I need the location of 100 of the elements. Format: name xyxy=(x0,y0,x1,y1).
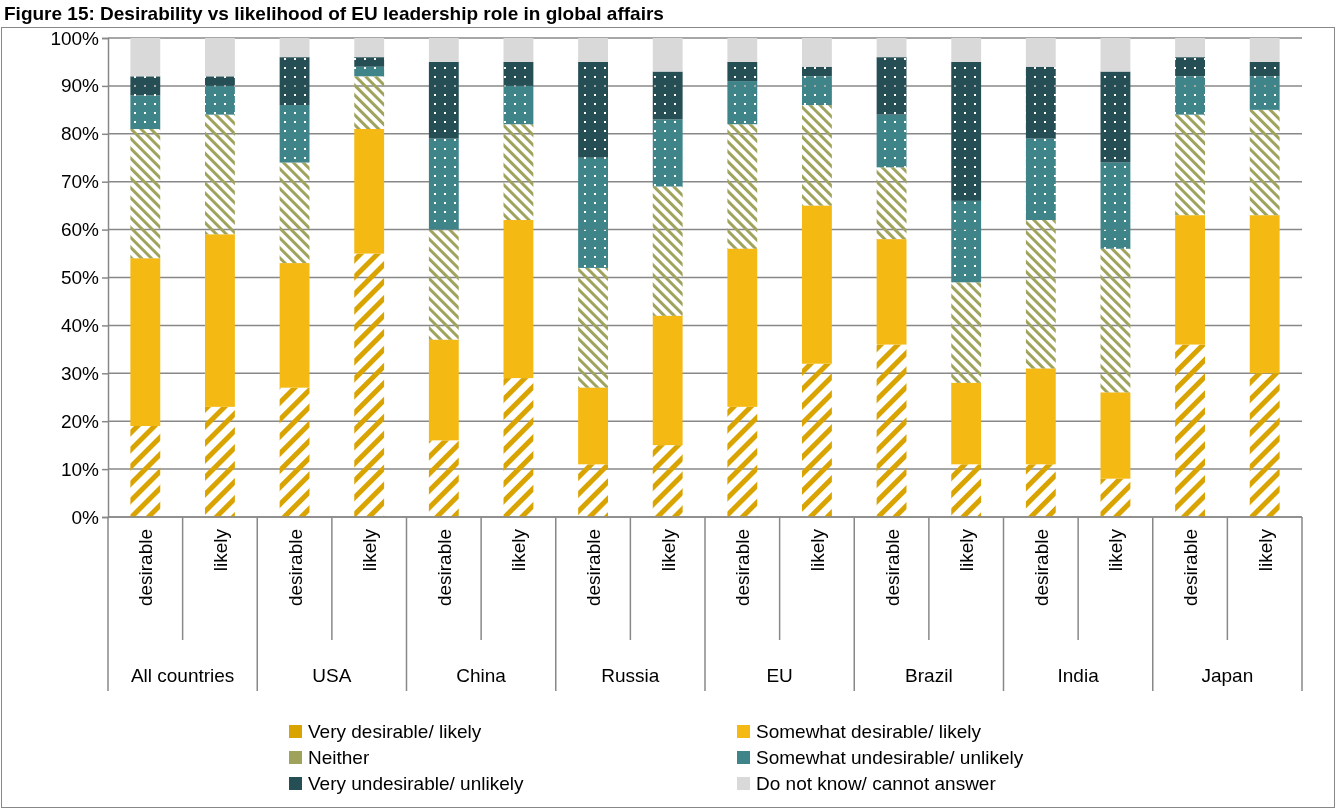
bar xyxy=(578,157,608,268)
bar xyxy=(951,200,982,283)
bar xyxy=(503,85,534,125)
bar xyxy=(1025,66,1056,139)
bar xyxy=(130,95,161,130)
bar xyxy=(578,61,608,158)
x-tick-label: desirable xyxy=(135,529,157,607)
bar xyxy=(503,61,534,86)
bar xyxy=(130,129,161,259)
bar xyxy=(652,315,683,446)
x-tick-label: desirable xyxy=(1030,529,1052,607)
y-tick-label: 100% xyxy=(50,27,100,49)
bar xyxy=(279,105,310,163)
bar xyxy=(1025,38,1056,67)
bar xyxy=(1249,61,1280,77)
bar xyxy=(354,66,385,77)
bar xyxy=(652,71,683,120)
bar xyxy=(951,464,982,517)
x-tick-label: desirable xyxy=(1180,529,1202,607)
bar xyxy=(727,406,758,517)
bar xyxy=(503,220,534,379)
y-tick-label: 20% xyxy=(60,410,100,432)
x-tick-label: likely xyxy=(1254,528,1276,572)
x-tick-label: desirable xyxy=(433,529,455,607)
legend-label: Do not know/ cannot answer xyxy=(756,773,997,794)
y-tick-label: 10% xyxy=(60,458,100,480)
x-tick-label: desirable xyxy=(583,529,605,607)
legend-label: Neither xyxy=(308,747,370,768)
bar xyxy=(727,38,758,62)
bar xyxy=(876,239,907,345)
y-tick-label: 90% xyxy=(60,75,100,97)
y-tick-label: 70% xyxy=(60,171,100,193)
legend-label: Very desirable/ likely xyxy=(308,721,482,742)
x-tick-label: desirable xyxy=(732,529,754,607)
bar xyxy=(802,66,832,77)
bar xyxy=(503,38,534,62)
bar xyxy=(876,167,907,240)
bar xyxy=(279,38,310,58)
bar xyxy=(951,38,982,62)
bar xyxy=(578,464,608,517)
y-tick-label: 80% xyxy=(60,123,100,145)
bar xyxy=(1025,464,1056,517)
bar xyxy=(1100,248,1131,393)
bar xyxy=(428,138,459,230)
x-tick-label: desirable xyxy=(881,529,903,607)
bar xyxy=(354,57,385,67)
bar xyxy=(802,363,832,517)
bar xyxy=(503,378,534,517)
bar xyxy=(279,162,310,264)
bar xyxy=(951,61,982,201)
chart-title: Figure 15: Desirability vs likelihood of EU leadership role in global affairs xyxy=(4,3,664,24)
bar xyxy=(1175,215,1205,345)
bar xyxy=(1175,76,1205,115)
bar xyxy=(428,38,459,62)
bar xyxy=(1100,71,1131,163)
bar xyxy=(279,263,310,388)
text: China xyxy=(456,665,507,686)
bar xyxy=(1175,114,1205,216)
bar xyxy=(578,387,608,465)
bar xyxy=(205,234,235,407)
legend-label: Somewhat desirable/ likely xyxy=(756,721,982,742)
x-tick-label: desirable xyxy=(284,529,306,607)
bar xyxy=(1100,162,1131,249)
bar xyxy=(951,282,982,383)
bar xyxy=(1175,57,1205,77)
text: India xyxy=(1057,665,1100,686)
bar xyxy=(802,105,832,206)
bar xyxy=(130,38,161,77)
bar xyxy=(1249,373,1280,517)
bar xyxy=(652,186,683,316)
x-tick-label: likely xyxy=(806,528,828,572)
text: Brazil xyxy=(905,665,953,686)
text: Japan xyxy=(1201,665,1254,686)
x-tick-label: likely xyxy=(657,528,679,572)
x-tick-label: likely xyxy=(508,528,530,572)
bar xyxy=(1100,478,1131,517)
bar xyxy=(802,76,832,106)
bar xyxy=(802,38,832,67)
bar xyxy=(652,38,683,72)
bar xyxy=(727,61,758,82)
y-tick-label: 50% xyxy=(60,267,100,289)
text: EU xyxy=(766,665,793,686)
y-tick-label: 40% xyxy=(60,314,100,336)
bar xyxy=(876,57,907,115)
bar xyxy=(652,445,683,517)
bar xyxy=(279,387,310,517)
y-tick-label: 0% xyxy=(71,506,100,528)
bar xyxy=(205,114,235,235)
bar xyxy=(428,61,459,139)
bar xyxy=(130,425,161,517)
bar xyxy=(727,81,758,125)
bar xyxy=(354,76,385,130)
x-tick-label: likely xyxy=(209,528,231,572)
bar xyxy=(1025,368,1056,465)
text: All countries xyxy=(130,665,235,686)
bar xyxy=(876,114,907,168)
bar xyxy=(578,267,608,388)
bar xyxy=(1025,138,1056,221)
bar xyxy=(1249,38,1280,62)
x-tick-label: likely xyxy=(359,528,381,572)
